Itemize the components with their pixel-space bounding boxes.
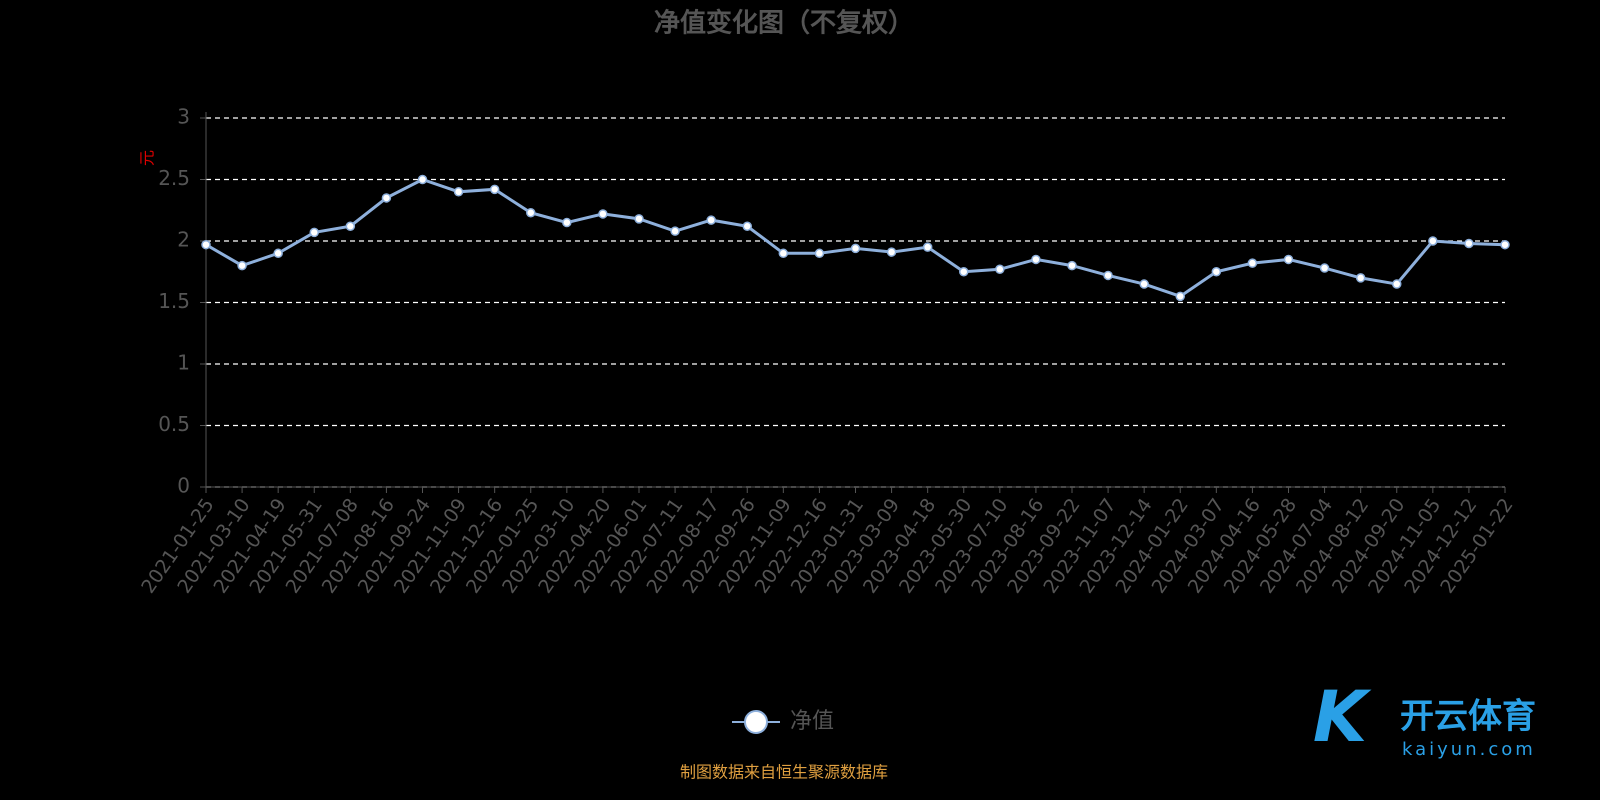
point <box>850 243 861 254</box>
y-axis-label: 元 <box>138 150 157 166</box>
point <box>345 221 356 231</box>
legend-marker <box>744 710 768 734</box>
point <box>526 207 536 218</box>
point <box>1247 258 1258 268</box>
point <box>1428 236 1438 246</box>
point <box>742 221 752 231</box>
source-note: 制图数据来自恒生聚源数据库 <box>680 763 888 782</box>
y-tick-label: 0.5 <box>158 412 190 436</box>
point <box>598 209 608 219</box>
point <box>562 217 572 228</box>
point <box>778 248 789 259</box>
point <box>309 227 319 238</box>
watermark-site: kaiyun.com <box>1402 739 1536 760</box>
point <box>1500 239 1510 250</box>
legend-label: 净值 <box>790 709 834 734</box>
point <box>1175 291 1185 302</box>
watermark: K 开云体育 kaiyun.com <box>1313 676 1536 760</box>
point <box>237 260 247 271</box>
point <box>886 247 897 257</box>
point <box>995 264 1005 275</box>
y-tick-label: 2 <box>177 228 190 252</box>
point <box>489 184 500 195</box>
point <box>706 215 716 225</box>
point <box>634 214 644 224</box>
y-tick-label: 0 <box>177 474 190 498</box>
point <box>1139 279 1149 289</box>
point <box>670 226 680 236</box>
line-series <box>205 177 1506 299</box>
y-tick-label: 3 <box>177 105 190 129</box>
point <box>417 174 428 185</box>
point <box>1103 270 1113 281</box>
y-tick-label: 2.5 <box>158 166 190 190</box>
point <box>814 248 825 259</box>
point <box>1031 254 1041 265</box>
point <box>453 187 464 197</box>
point <box>201 239 211 250</box>
y-tick-label: 1.5 <box>158 289 190 313</box>
watermark-logo: K <box>1313 676 1372 758</box>
point <box>1319 263 1330 273</box>
point <box>922 242 933 252</box>
point <box>1067 260 1077 271</box>
point <box>1392 279 1402 289</box>
y-tick-label: 1 <box>177 351 190 375</box>
watermark-name: 开云体育 <box>1400 697 1536 737</box>
point <box>1464 238 1474 249</box>
point <box>273 248 283 259</box>
point <box>381 193 392 203</box>
point <box>959 267 969 277</box>
point <box>1283 254 1294 265</box>
point <box>1355 273 1366 283</box>
point <box>1211 267 1222 277</box>
chart-title: 净值变化图（不复权） <box>654 8 914 39</box>
